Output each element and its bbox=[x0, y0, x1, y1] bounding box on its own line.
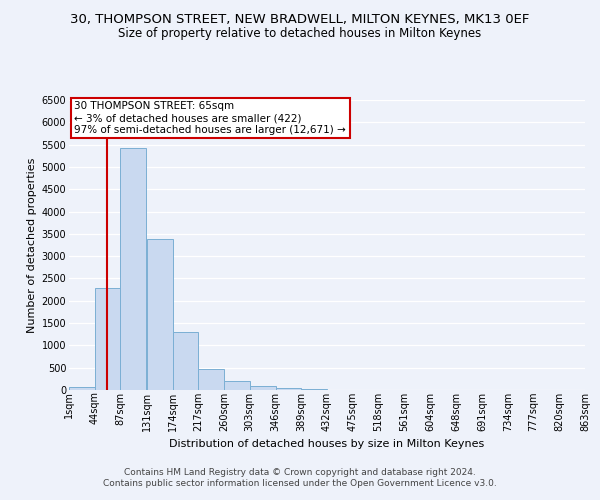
Bar bbox=[301, 389, 327, 390]
Bar bbox=[121, 148, 146, 390]
Y-axis label: Number of detached properties: Number of detached properties bbox=[28, 158, 37, 332]
Bar bbox=[69, 386, 95, 390]
Text: 30 THOMPSON STREET: 65sqm
← 3% of detached houses are smaller (422)
97% of semi-: 30 THOMPSON STREET: 65sqm ← 3% of detach… bbox=[74, 102, 346, 134]
Text: 30, THOMPSON STREET, NEW BRADWELL, MILTON KEYNES, MK13 0EF: 30, THOMPSON STREET, NEW BRADWELL, MILTO… bbox=[70, 12, 530, 26]
Bar bbox=[224, 382, 250, 390]
Text: Contains public sector information licensed under the Open Government Licence v3: Contains public sector information licen… bbox=[103, 480, 497, 488]
Text: Size of property relative to detached houses in Milton Keynes: Size of property relative to detached ho… bbox=[118, 28, 482, 40]
Bar bbox=[250, 386, 275, 390]
Bar bbox=[95, 288, 121, 390]
Text: Contains HM Land Registry data © Crown copyright and database right 2024.: Contains HM Land Registry data © Crown c… bbox=[124, 468, 476, 477]
Bar bbox=[173, 332, 198, 390]
X-axis label: Distribution of detached houses by size in Milton Keynes: Distribution of detached houses by size … bbox=[169, 439, 485, 449]
Bar bbox=[198, 368, 224, 390]
Bar bbox=[147, 239, 173, 390]
Bar bbox=[275, 388, 301, 390]
